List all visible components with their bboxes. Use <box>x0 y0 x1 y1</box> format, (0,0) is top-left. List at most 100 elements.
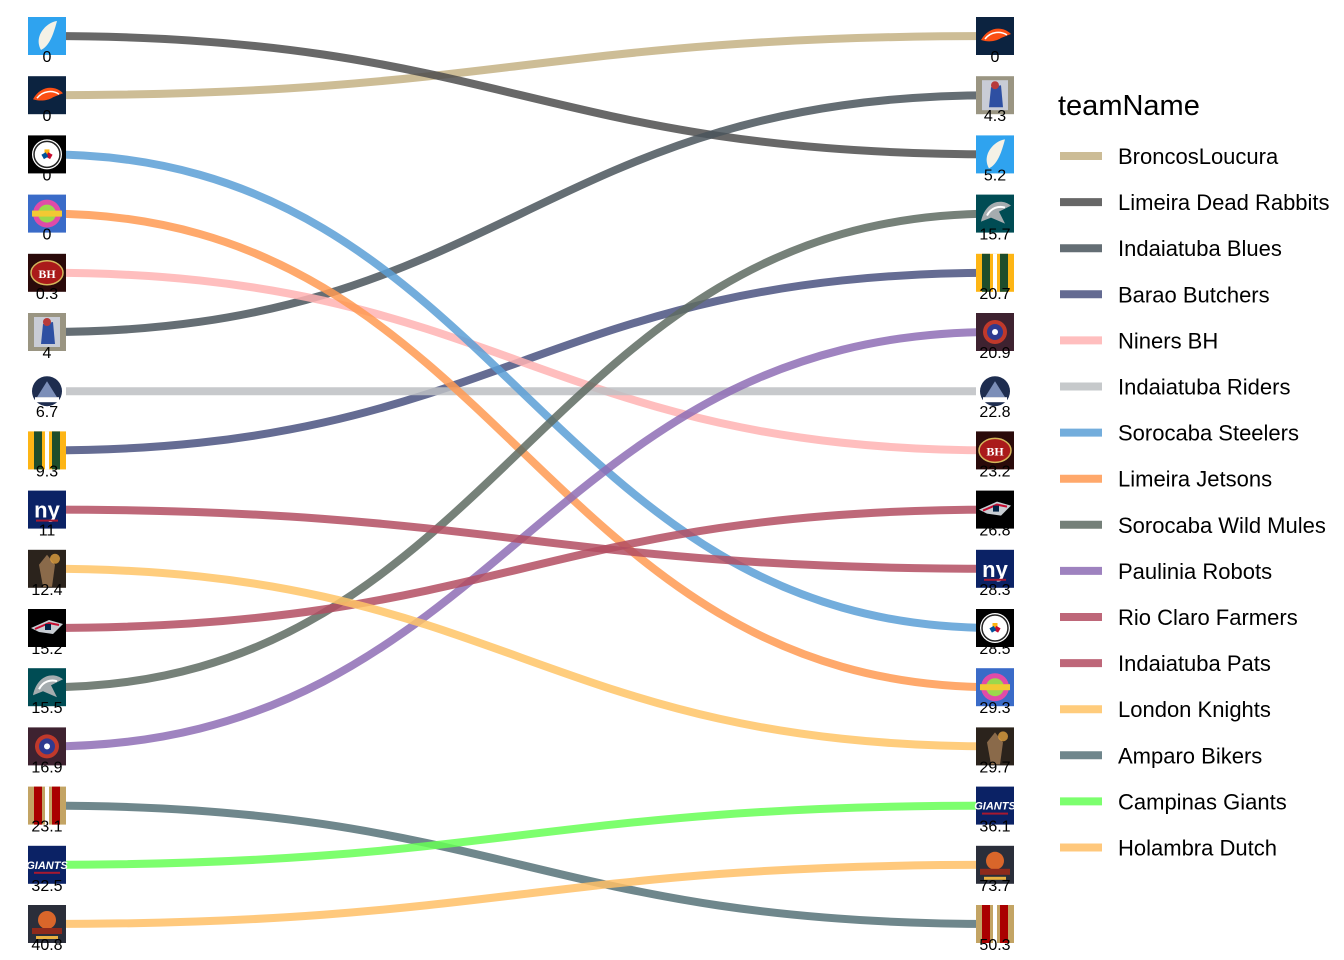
legend-item-paulinia-robots: Paulinia Robots <box>1060 559 1272 584</box>
legend-item-niners-bh: Niners BH <box>1060 328 1218 353</box>
start-value-label-holambra-dutch: 40.8 <box>31 937 62 954</box>
end-logo-indaiatuba-blues <box>976 76 1014 115</box>
start-value-label-rio-claro-farmers: 11 <box>39 523 56 540</box>
start-logo-holambra-dutch <box>28 905 66 943</box>
rank-value-labels: 0 0 0 5.2 4 4.3 9.3 20.7 0.3 23.2 6.7 22.8 0 28.5 0 29.… <box>31 49 1010 954</box>
end-value-label-indaiatuba-riders: 22.8 <box>979 404 1010 421</box>
end-logo-barao-butchers <box>976 253 1014 292</box>
series-line-london-knights <box>46 564 996 751</box>
end-value-label-sorocaba-wild-mules: 15.7 <box>979 227 1010 244</box>
start-value-label-niners-bh: 0.3 <box>36 286 58 303</box>
end-logo-limeira-dead-rabbits <box>976 135 1014 174</box>
legend-item-barao-butchers: Barao Butchers <box>1060 282 1270 307</box>
start-value-label-indaiatuba-riders: 6.7 <box>36 404 58 421</box>
svg-text:GIANTS: GIANTS <box>974 801 1016 813</box>
series-line-limeira-dead-rabbits <box>46 32 996 159</box>
start-logo-campinas-giants: GIANTS <box>26 845 68 884</box>
series-line-campinas-giants <box>46 801 996 869</box>
legend-label-london-knights: London Knights <box>1118 697 1271 722</box>
legend-item-indaiatuba-pats: Indaiatuba Pats <box>1060 651 1271 676</box>
legend-label-barao-butchers: Barao Butchers <box>1118 282 1270 307</box>
legend-item-indaiatuba-riders: Indaiatuba Riders <box>1060 375 1290 400</box>
series-line-broncosloucura <box>46 32 996 100</box>
start-value-label-limeira-dead-rabbits: 0 <box>43 49 52 66</box>
end-value-label-paulinia-robots: 20.9 <box>979 345 1010 362</box>
end-logo-sorocaba-steelers <box>976 609 1014 647</box>
svg-text:BH: BH <box>38 267 56 281</box>
series-line-rio-claro-farmers <box>46 505 996 573</box>
end-value-label-holambra-dutch: 73.7 <box>979 878 1010 895</box>
start-logo-limeira-jetsons <box>28 194 66 233</box>
start-value-label-campinas-giants: 32.5 <box>31 878 62 895</box>
end-value-label-sorocaba-steelers: 28.5 <box>979 641 1010 658</box>
end-logo-indaiatuba-riders <box>976 372 1014 411</box>
series-line-sorocaba-steelers <box>46 150 996 632</box>
legend-label-campinas-giants: Campinas Giants <box>1118 789 1287 814</box>
legend-label-indaiatuba-riders: Indaiatuba Riders <box>1118 375 1290 400</box>
legend-item-amparo-bikers: Amparo Bikers <box>1060 743 1262 768</box>
legend-label-paulinia-robots: Paulinia Robots <box>1118 559 1272 584</box>
end-logo-indaiatuba-pats <box>976 490 1014 529</box>
svg-text:GIANTS: GIANTS <box>26 860 68 872</box>
svg-text:ny: ny <box>34 498 60 523</box>
legend-item-limeira-dead-rabbits: Limeira Dead Rabbits <box>1060 190 1330 215</box>
legend-label-indaiatuba-pats: Indaiatuba Pats <box>1118 651 1271 676</box>
legend-item-sorocaba-steelers: Sorocaba Steelers <box>1060 421 1299 446</box>
end-logo-paulinia-robots <box>976 313 1014 351</box>
end-value-label-niners-bh: 23.2 <box>979 463 1010 480</box>
start-logo-limeira-dead-rabbits <box>28 17 66 55</box>
end-value-label-rio-claro-farmers: 28.3 <box>979 582 1010 599</box>
legend-label-niners-bh: Niners BH <box>1118 328 1218 353</box>
end-logo-limeira-jetsons <box>976 668 1014 707</box>
series-line-holambra-dutch <box>46 860 996 928</box>
end-value-label-indaiatuba-pats: 26.8 <box>979 523 1010 540</box>
start-logo-indaiatuba-blues <box>28 313 66 351</box>
series-line-indaiatuba-blues <box>46 91 996 336</box>
start-logo-rio-claro-farmers: ny <box>28 490 66 529</box>
svg-text:ny: ny <box>982 557 1008 582</box>
series-line-niners-bh <box>46 268 996 455</box>
legend-label-holambra-dutch: Holambra Dutch <box>1118 836 1277 861</box>
start-value-label-sorocaba-steelers: 0 <box>43 167 52 184</box>
legend-label-limeira-dead-rabbits: Limeira Dead Rabbits <box>1118 190 1330 215</box>
legend-label-broncosloucura: BroncosLoucura <box>1118 144 1279 169</box>
start-logo-amparo-bikers <box>28 786 66 825</box>
legend-label-rio-claro-farmers: Rio Claro Farmers <box>1118 605 1298 630</box>
legend-item-indaiatuba-blues: Indaiatuba Blues <box>1060 236 1282 261</box>
start-logo-london-knights <box>28 549 66 588</box>
legend-item-limeira-jetsons: Limeira Jetsons <box>1060 467 1272 492</box>
start-value-label-amparo-bikers: 23.1 <box>31 819 62 836</box>
start-value-label-broncosloucura: 0 <box>43 108 52 125</box>
end-value-label-barao-butchers: 20.7 <box>979 286 1010 303</box>
series-line-sorocaba-wild-mules <box>46 209 996 692</box>
end-logo-niners-bh: BH <box>976 431 1014 470</box>
legend-item-broncosloucura: BroncosLoucura <box>1060 144 1279 169</box>
end-value-label-indaiatuba-blues: 4.3 <box>984 108 1006 125</box>
end-logo-rio-claro-farmers: ny <box>976 549 1014 588</box>
start-value-label-london-knights: 12.4 <box>31 582 62 599</box>
end-logo-broncosloucura <box>976 17 1014 55</box>
legend-label-limeira-jetsons: Limeira Jetsons <box>1118 467 1272 492</box>
end-value-label-london-knights: 29.7 <box>979 759 1010 776</box>
start-value-label-limeira-jetsons: 0 <box>43 227 52 244</box>
legend-item-sorocaba-wild-mules: Sorocaba Wild Mules <box>1060 513 1326 538</box>
legend-item-rio-claro-farmers: Rio Claro Farmers <box>1060 605 1298 630</box>
end-logo-holambra-dutch <box>976 845 1014 884</box>
start-logo-indaiatuba-pats <box>28 609 66 647</box>
legend-label-amparo-bikers: Amparo Bikers <box>1118 743 1262 768</box>
legend: teamName BroncosLoucura Limeira Dead Rabb… <box>1058 90 1330 861</box>
start-logo-paulinia-robots <box>28 727 66 766</box>
svg-text:BH: BH <box>986 444 1004 458</box>
legend-item-london-knights: London Knights <box>1060 697 1271 722</box>
legend-item-campinas-giants: Campinas Giants <box>1060 789 1287 814</box>
end-logo-sorocaba-wild-mules <box>976 194 1014 233</box>
end-value-label-limeira-dead-rabbits: 5.2 <box>984 167 1006 184</box>
start-logo-broncosloucura <box>28 76 66 115</box>
series-line-indaiatuba-pats <box>46 505 996 632</box>
end-logo-campinas-giants: GIANTS <box>974 786 1016 825</box>
end-value-label-amparo-bikers: 50.3 <box>979 937 1010 954</box>
start-logo-sorocaba-wild-mules <box>28 668 66 707</box>
series-line-amparo-bikers <box>46 801 996 928</box>
start-logo-barao-butchers <box>28 431 66 470</box>
